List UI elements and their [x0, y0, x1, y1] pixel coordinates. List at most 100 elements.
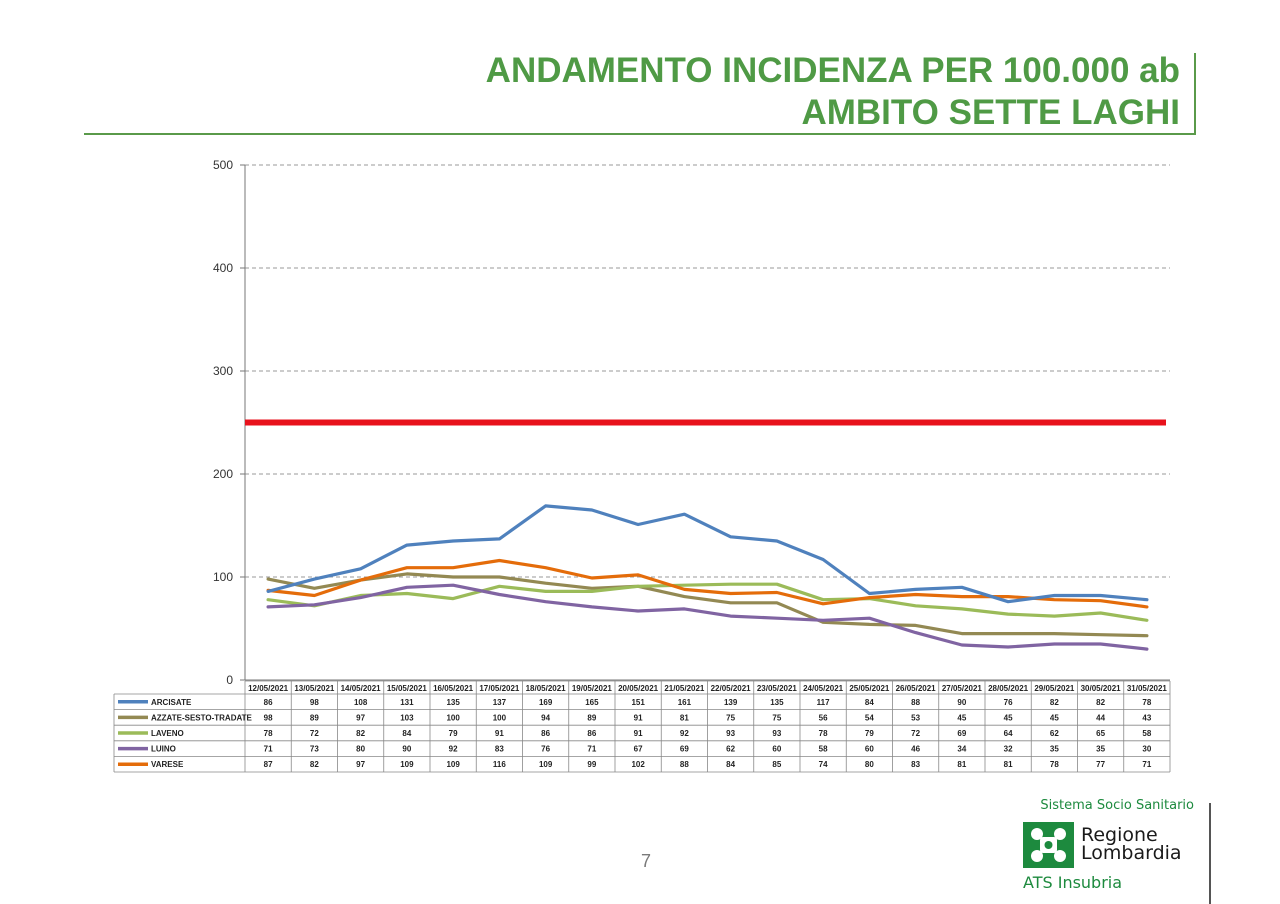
- page-title: ANDAMENTO INCIDENZA PER 100.000 ab AMBIT…: [486, 50, 1180, 134]
- data-label: 108: [354, 698, 368, 707]
- data-label: 53: [911, 713, 920, 722]
- data-label: 62: [726, 745, 735, 754]
- y-tick-label: 300: [213, 364, 233, 378]
- x-tick-label: 13/05/2021: [294, 684, 335, 693]
- data-label: 72: [310, 729, 319, 738]
- data-label: 45: [1004, 713, 1013, 722]
- data-label: 60: [772, 745, 781, 754]
- data-label: 56: [819, 713, 828, 722]
- data-label: 81: [680, 713, 689, 722]
- data-label: 103: [400, 713, 414, 722]
- data-label: 71: [587, 745, 596, 754]
- data-label: 72: [911, 729, 920, 738]
- logo-name-line-2: Lombardia: [1081, 842, 1182, 864]
- logo-name-line-1: Regione: [1081, 824, 1158, 846]
- data-label: 99: [587, 760, 596, 769]
- data-label: 34: [957, 745, 966, 754]
- x-tick-label: 27/05/2021: [942, 684, 983, 693]
- data-label: 64: [1004, 729, 1013, 738]
- data-label: 77: [1096, 760, 1105, 769]
- title-line-2: AMBITO SETTE LAGHI: [801, 93, 1180, 132]
- data-label: 86: [587, 729, 596, 738]
- x-tick-label: 26/05/2021: [896, 684, 937, 693]
- data-label: 65: [1096, 729, 1105, 738]
- data-label: 165: [585, 698, 599, 707]
- logo-bottom-text: ATS Insubria: [1023, 873, 1123, 892]
- data-label: 81: [957, 760, 966, 769]
- data-label: 76: [541, 745, 550, 754]
- data-label: 88: [911, 698, 920, 707]
- data-label: 45: [1050, 713, 1059, 722]
- legend-label: VARESE: [151, 760, 184, 769]
- data-label: 89: [310, 713, 319, 722]
- data-label: 102: [631, 760, 645, 769]
- data-label: 100: [446, 713, 460, 722]
- data-label: 32: [1004, 745, 1013, 754]
- data-label: 91: [634, 713, 643, 722]
- data-label: 69: [680, 745, 689, 754]
- logo-divider: [1209, 803, 1211, 904]
- data-label: 76: [1004, 698, 1013, 707]
- legend-label: AZZATE-SESTO-TRADATE: [151, 713, 253, 722]
- data-label: 84: [865, 698, 874, 707]
- data-label: 89: [587, 713, 596, 722]
- series-line-arcisate: [266, 504, 1149, 604]
- x-tick-label: 19/05/2021: [572, 684, 613, 693]
- data-label: 83: [495, 745, 504, 754]
- x-tick-label: 14/05/2021: [341, 684, 382, 693]
- data-label: 97: [356, 760, 365, 769]
- y-tick-label: 500: [213, 158, 233, 172]
- y-tick-label: 400: [213, 261, 233, 275]
- data-label: 109: [539, 760, 553, 769]
- data-label: 67: [634, 745, 643, 754]
- data-label: 60: [865, 745, 874, 754]
- data-label: 79: [449, 729, 458, 738]
- x-tick-label: 21/05/2021: [664, 684, 705, 693]
- x-tick-label: 24/05/2021: [803, 684, 844, 693]
- data-label: 62: [1050, 729, 1059, 738]
- x-tick-label: 20/05/2021: [618, 684, 659, 693]
- data-label: 135: [446, 698, 460, 707]
- data-label: 30: [1142, 745, 1151, 754]
- data-label: 82: [310, 760, 319, 769]
- data-label: 85: [772, 760, 781, 769]
- page-number: 7: [640, 851, 651, 871]
- data-label: 94: [541, 713, 550, 722]
- legend-label: ARCISATE: [151, 698, 192, 707]
- data-label: 135: [770, 698, 784, 707]
- data-label: 98: [310, 698, 319, 707]
- x-tick-label: 15/05/2021: [387, 684, 428, 693]
- data-label: 91: [495, 729, 504, 738]
- logo-name: Regione Lombardia: [1081, 824, 1201, 864]
- data-label: 117: [817, 698, 830, 707]
- x-tick-label: 22/05/2021: [711, 684, 752, 693]
- x-tick-label: 30/05/2021: [1081, 684, 1122, 693]
- data-label: 86: [264, 698, 273, 707]
- data-label: 78: [819, 729, 828, 738]
- data-label: 161: [678, 698, 692, 707]
- data-label: 58: [819, 745, 828, 754]
- data-label: 78: [1050, 760, 1059, 769]
- x-tick-label: 31/05/2021: [1127, 684, 1168, 693]
- data-label: 131: [400, 698, 414, 707]
- y-tick-label: 200: [213, 467, 233, 481]
- data-label: 73: [310, 745, 319, 754]
- data-label: 151: [631, 698, 645, 707]
- data-label: 82: [1096, 698, 1105, 707]
- data-label: 78: [1142, 698, 1151, 707]
- data-label: 84: [402, 729, 411, 738]
- data-label: 83: [911, 760, 920, 769]
- data-label: 91: [634, 729, 643, 738]
- title-line-1: ANDAMENTO INCIDENZA PER 100.000 ab: [485, 51, 1180, 90]
- data-label: 109: [446, 760, 460, 769]
- series-line-laveno: [266, 582, 1149, 622]
- x-tick-label: 28/05/2021: [988, 684, 1029, 693]
- x-tick-label: 16/05/2021: [433, 684, 474, 693]
- data-label: 82: [1050, 698, 1059, 707]
- data-label: 71: [264, 745, 273, 754]
- data-label: 75: [726, 713, 735, 722]
- data-label: 93: [772, 729, 781, 738]
- data-label: 44: [1096, 713, 1105, 722]
- data-label: 45: [957, 713, 966, 722]
- data-label: 84: [726, 760, 735, 769]
